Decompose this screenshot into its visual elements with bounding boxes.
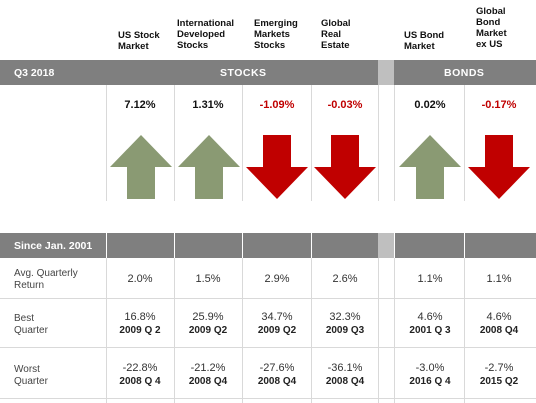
worst-intl-developed: -21.2% bbox=[190, 362, 226, 374]
best-quarter-global-bond: 2008 Q4 bbox=[479, 325, 519, 336]
table-header-cell bbox=[465, 233, 536, 258]
period-label: Q3 2018 bbox=[14, 66, 55, 79]
worst-global-bond: -2.7% bbox=[484, 362, 514, 374]
divider bbox=[394, 85, 395, 201]
avg-global-real-estate: 2.6% bbox=[332, 273, 358, 285]
table-header-cell bbox=[312, 233, 378, 258]
table-header-cell bbox=[107, 233, 174, 258]
divider bbox=[464, 258, 465, 403]
up-arrow-icon bbox=[399, 135, 461, 199]
row-label-worst: Worst Quarter bbox=[14, 364, 48, 387]
return-global-bond: -0.17% bbox=[481, 99, 517, 111]
worst-quarter-global-bond: 2015 Q2 bbox=[479, 376, 519, 387]
return-us-stock: 7.12% bbox=[124, 99, 156, 111]
avg-global-bond: 1.1% bbox=[486, 273, 512, 285]
col-header-intl-developed: International Developed Stocks bbox=[177, 18, 235, 51]
row-label-avg: Avg. Quarterly Return bbox=[14, 268, 78, 291]
return-emerging: -1.09% bbox=[259, 99, 295, 111]
divider bbox=[311, 258, 312, 403]
best-us-bond: 4.6% bbox=[417, 311, 443, 323]
best-quarter-us-stock: 2009 Q 2 bbox=[119, 325, 161, 336]
col-header-global-bond: Global Bond Market ex US bbox=[476, 6, 507, 50]
row-divider bbox=[0, 347, 536, 348]
header-bar-separator bbox=[378, 60, 394, 85]
divider bbox=[106, 258, 107, 403]
up-arrow-icon bbox=[110, 135, 172, 199]
divider bbox=[311, 85, 312, 201]
divider bbox=[242, 85, 243, 201]
worst-quarter-us-bond: 2016 Q 4 bbox=[409, 376, 451, 387]
divider bbox=[378, 85, 379, 201]
row-divider bbox=[0, 398, 536, 399]
return-us-bond: 0.02% bbox=[414, 99, 446, 111]
down-arrow-icon bbox=[468, 135, 530, 199]
table-header-cell bbox=[175, 233, 242, 258]
table-header-bar: Since Jan. 2001 bbox=[0, 233, 106, 258]
divider bbox=[174, 85, 175, 201]
down-arrow-icon bbox=[314, 135, 376, 199]
worst-quarter-us-stock: 2008 Q 4 bbox=[119, 376, 161, 387]
worst-quarter-intl-developed: 2008 Q4 bbox=[188, 376, 228, 387]
best-quarter-intl-developed: 2009 Q2 bbox=[188, 325, 228, 336]
best-quarter-global-real-estate: 2009 Q3 bbox=[325, 325, 365, 336]
best-quarter-us-bond: 2001 Q 3 bbox=[409, 325, 451, 336]
up-arrow-icon bbox=[178, 135, 240, 199]
table-header-separator bbox=[378, 233, 394, 258]
avg-intl-developed: 1.5% bbox=[195, 273, 221, 285]
col-header-global-real-estate: Global Real Estate bbox=[321, 18, 351, 51]
table-title: Since Jan. 2001 bbox=[14, 239, 93, 252]
best-global-real-estate: 32.3% bbox=[329, 311, 361, 323]
bonds-label: BONDS bbox=[444, 66, 485, 79]
row-label-best: Best Quarter bbox=[14, 313, 48, 336]
table-header-cell bbox=[243, 233, 311, 258]
avg-emerging: 2.9% bbox=[264, 273, 290, 285]
return-intl-developed: 1.31% bbox=[192, 99, 224, 111]
table-header-cell bbox=[395, 233, 464, 258]
worst-us-stock: -22.8% bbox=[122, 362, 158, 374]
divider bbox=[378, 258, 379, 403]
divider bbox=[464, 85, 465, 201]
return-global-real-estate: -0.03% bbox=[327, 99, 363, 111]
col-header-emerging: Emerging Markets Stocks bbox=[254, 18, 298, 51]
best-quarter-emerging: 2009 Q2 bbox=[257, 325, 297, 336]
avg-us-stock: 2.0% bbox=[127, 273, 153, 285]
down-arrow-icon bbox=[246, 135, 308, 199]
best-emerging: 34.7% bbox=[261, 311, 293, 323]
divider bbox=[242, 258, 243, 403]
worst-us-bond: -3.0% bbox=[415, 362, 445, 374]
col-header-us-stock: US Stock Market bbox=[118, 30, 160, 52]
row-divider bbox=[0, 298, 536, 299]
worst-quarter-global-real-estate: 2008 Q4 bbox=[325, 376, 365, 387]
col-header-us-bond: US Bond Market bbox=[404, 30, 445, 52]
best-us-stock: 16.8% bbox=[124, 311, 156, 323]
divider bbox=[174, 258, 175, 403]
avg-us-bond: 1.1% bbox=[417, 273, 443, 285]
worst-emerging: -27.6% bbox=[259, 362, 295, 374]
best-intl-developed: 25.9% bbox=[192, 311, 224, 323]
divider bbox=[106, 85, 107, 201]
divider bbox=[394, 258, 395, 403]
worst-quarter-emerging: 2008 Q4 bbox=[257, 376, 297, 387]
worst-global-real-estate: -36.1% bbox=[327, 362, 363, 374]
header-bar-bonds: BONDS bbox=[394, 60, 536, 85]
header-bar-period: Q3 2018 STOCKS bbox=[0, 60, 378, 85]
stocks-label: STOCKS bbox=[220, 66, 267, 79]
best-global-bond: 4.6% bbox=[486, 311, 512, 323]
